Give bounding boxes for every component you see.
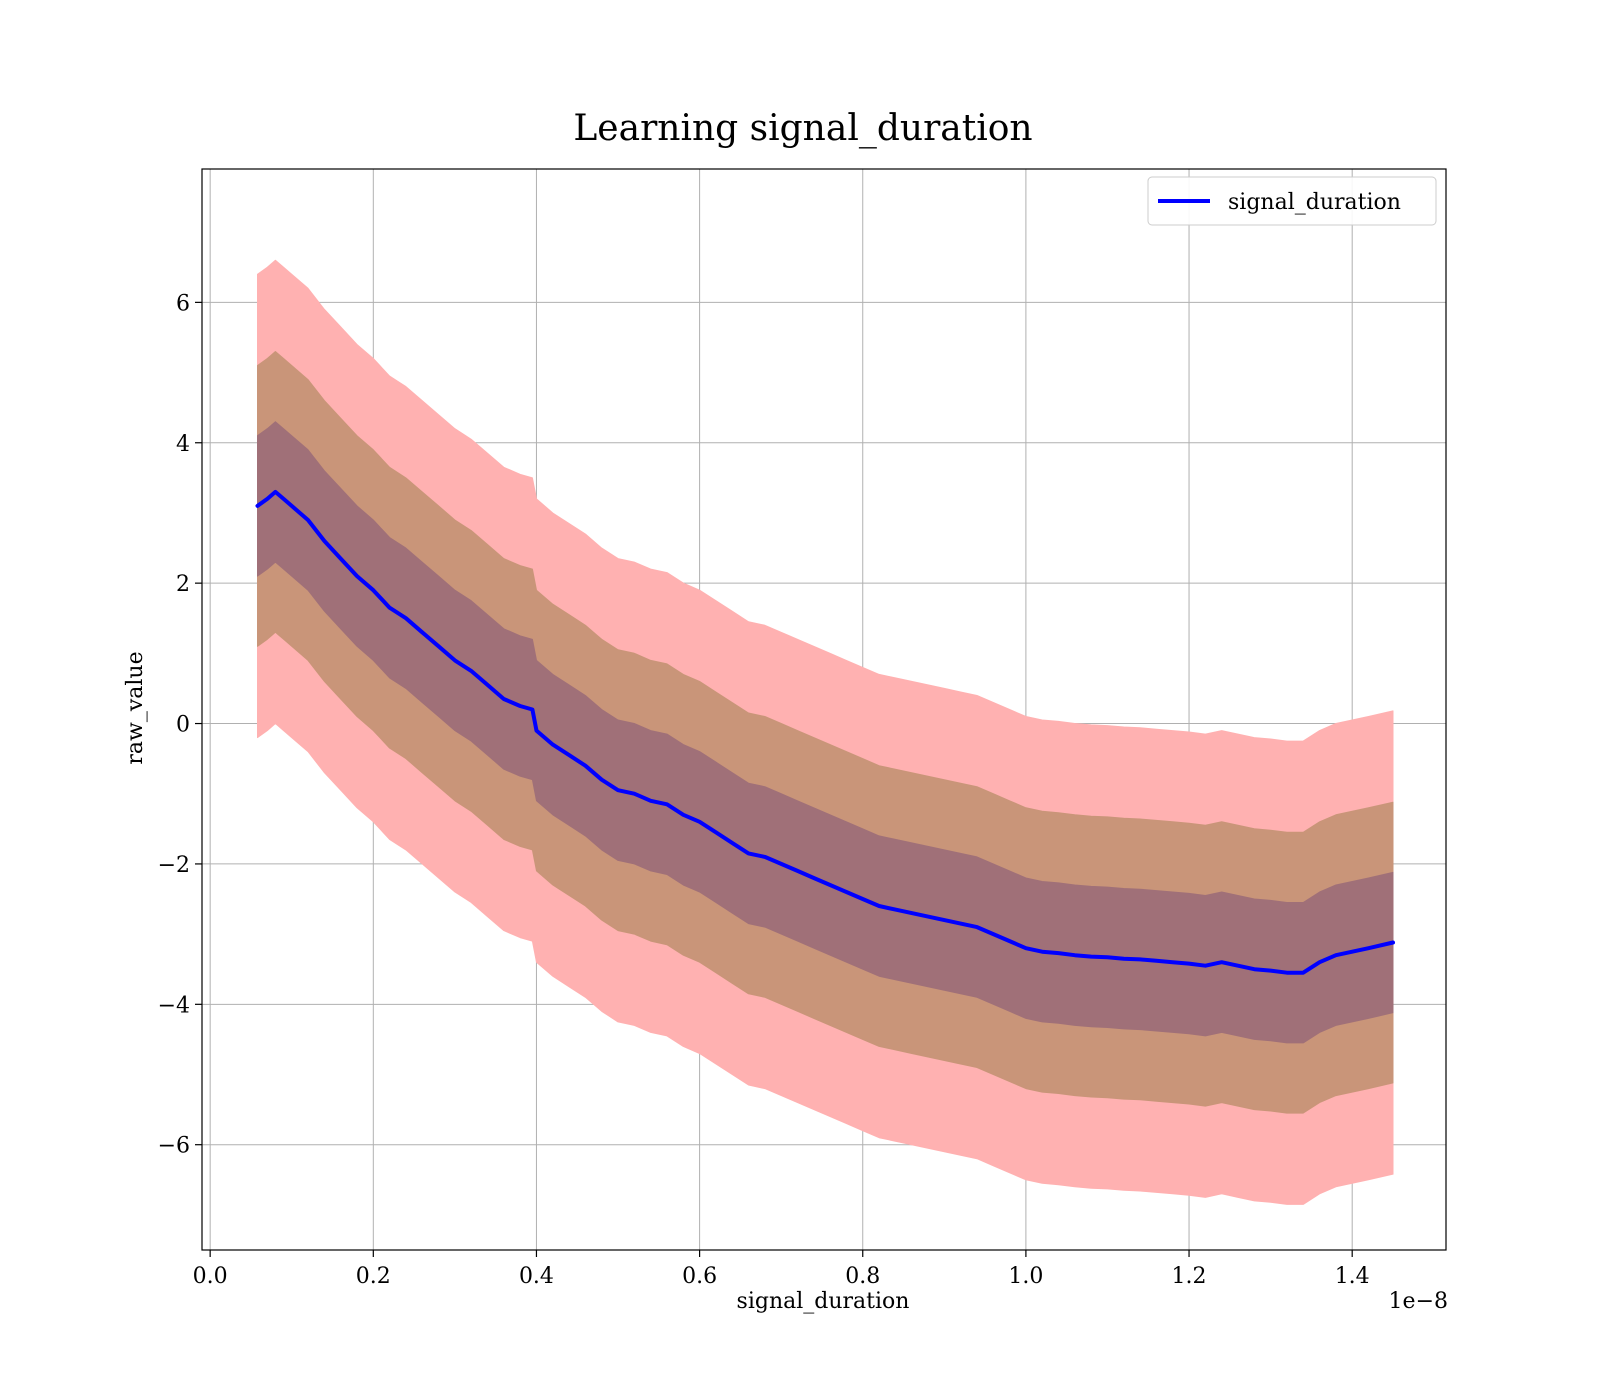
legend-label: signal_duration	[1228, 190, 1401, 215]
y-tick-label: 0	[176, 713, 190, 738]
series-lines	[255, 489, 1395, 975]
x-tick-label: 1.4	[1335, 1264, 1370, 1289]
x-tick-label: 0.8	[845, 1264, 880, 1289]
y-tick-label: −6	[158, 1134, 190, 1159]
y-tick-label: 2	[176, 572, 190, 597]
y-tick-label: −2	[158, 853, 190, 878]
uncertainty-bands	[257, 259, 1394, 1205]
x-tick-label: 1.2	[1172, 1264, 1207, 1289]
y-axis-label: raw_value	[123, 651, 148, 764]
x-offset-label: 1e−8	[1389, 1289, 1448, 1314]
ticks: 0.0 0.2 0.4 0.6 0.8 1.0 1.2 1.4 −6 −4 −2 0 2 4 6	[158, 291, 1370, 1289]
x-tick-label: 0.2	[356, 1264, 391, 1289]
x-axis-label: signal_duration	[737, 1289, 910, 1314]
uncertainty-band	[257, 421, 1394, 1044]
x-tick-label: 0.6	[682, 1264, 717, 1289]
y-tick-label: 4	[176, 432, 190, 457]
plot-area: 0.0 0.2 0.4 0.6 0.8 1.0 1.2 1.4 −6 −4 −2 0 2 4 6	[158, 168, 1447, 1289]
legend-box	[1147, 176, 1437, 226]
series-line-signal-duration	[255, 489, 1395, 975]
y-tick-label: 6	[176, 291, 190, 316]
axes-frame	[201, 168, 1447, 1251]
chart-title: Learning signal_duration	[573, 108, 1032, 149]
x-tick-label: 1.0	[1008, 1264, 1043, 1289]
x-tick-label: 0.4	[519, 1264, 554, 1289]
legend: signal_duration	[1147, 176, 1437, 226]
x-tick-label: 0.0	[193, 1264, 228, 1289]
y-tick-label: −4	[158, 993, 190, 1018]
